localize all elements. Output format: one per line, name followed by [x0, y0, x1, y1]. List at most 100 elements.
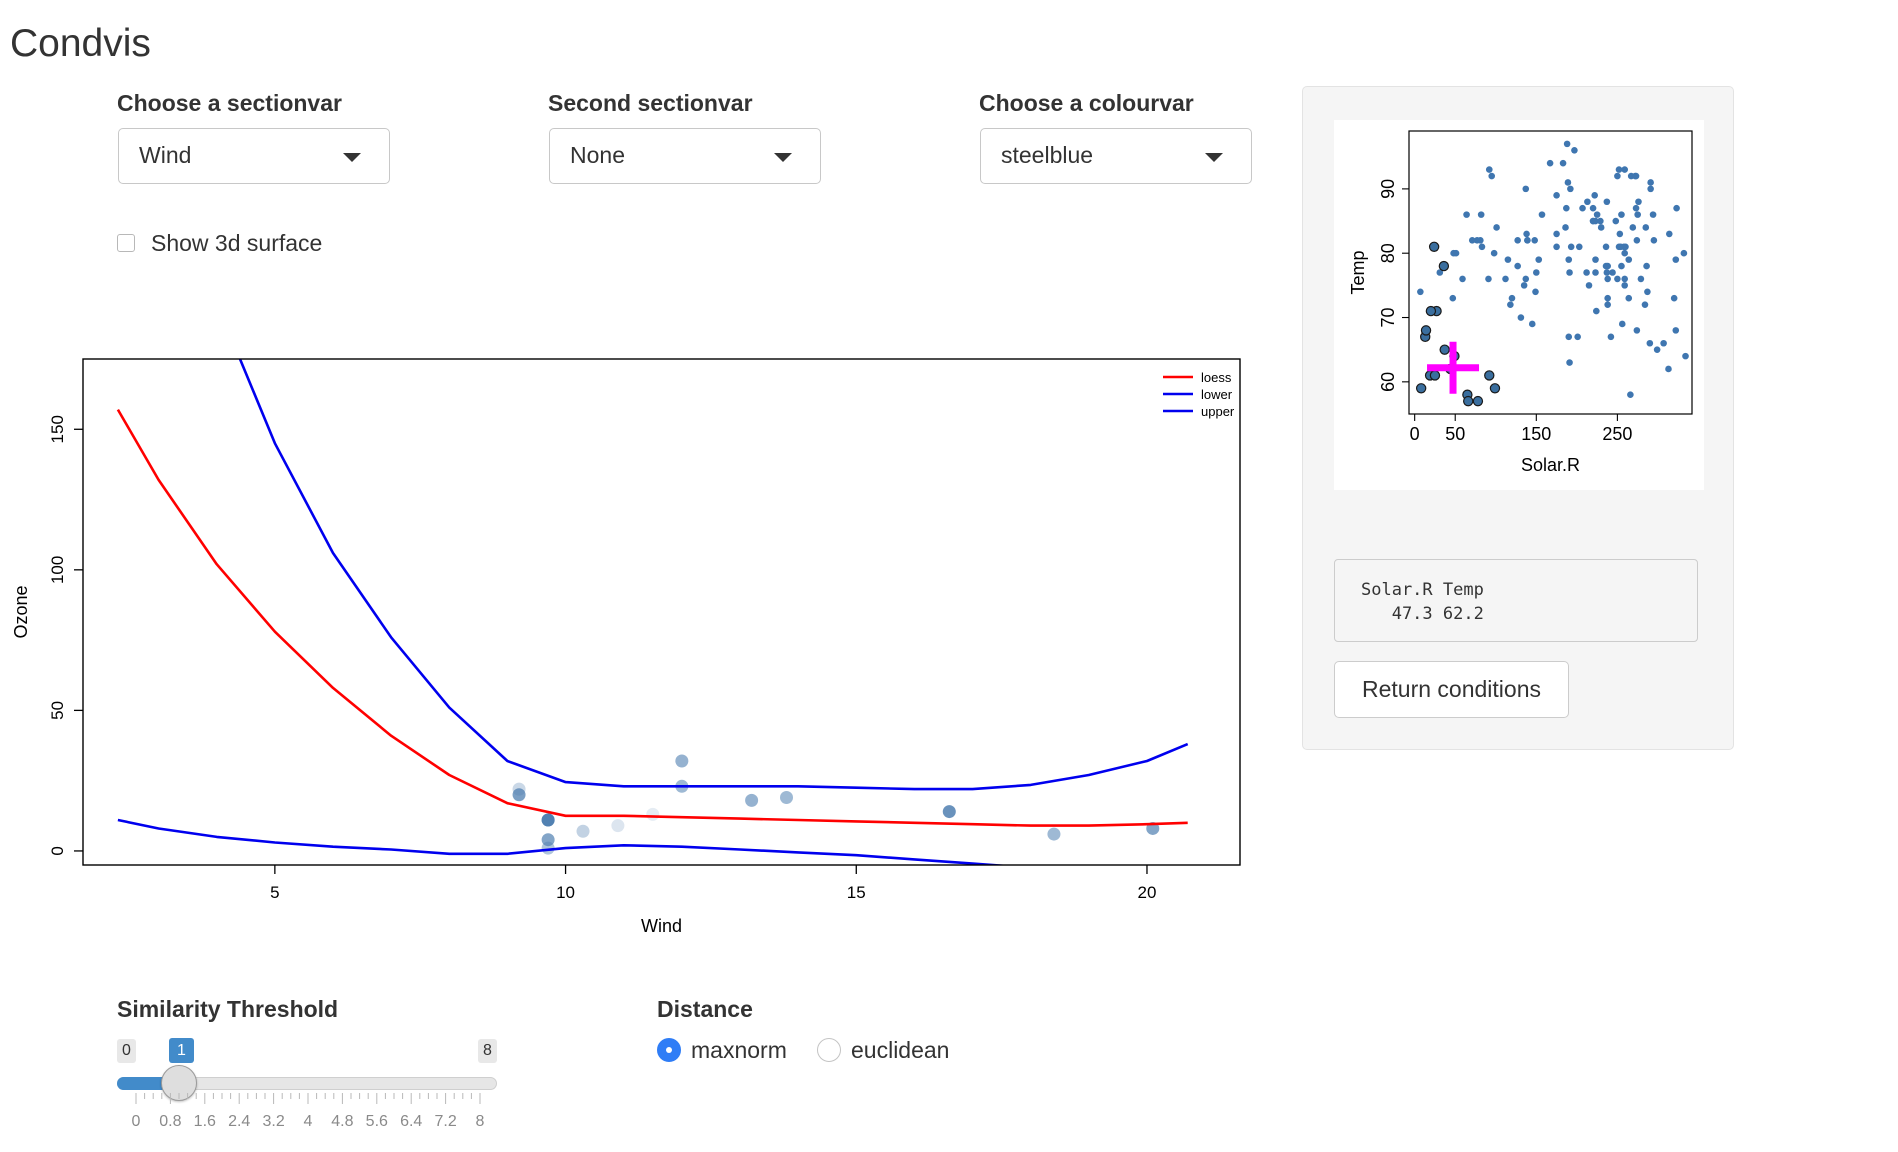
data-point	[1643, 262, 1650, 270]
legend-label-upper: upper	[1201, 404, 1235, 419]
data-point	[1473, 237, 1481, 244]
sectionvar-value: Wind	[139, 142, 192, 168]
data-point	[1468, 237, 1476, 244]
slider-max-label: 8	[478, 1039, 497, 1063]
data-point	[1538, 211, 1546, 218]
distance-label: Distance	[657, 996, 753, 1022]
data-point	[1670, 294, 1678, 302]
near-point	[1472, 395, 1484, 407]
slider-grid-label: 8	[476, 1113, 485, 1130]
data-point	[1612, 217, 1620, 225]
data-point	[1673, 204, 1680, 212]
radio-maxnorm-circle[interactable]	[657, 1038, 681, 1062]
data-point	[1449, 294, 1457, 302]
upper-curve	[238, 359, 1189, 791]
data-point	[1621, 166, 1628, 173]
near-point	[1425, 305, 1437, 317]
data-point	[1563, 204, 1570, 212]
data-point	[1589, 204, 1597, 212]
slider-grid-label: 3.2	[262, 1113, 284, 1130]
sectionvar2-value: None	[570, 142, 625, 168]
x-axis-label: Wind	[641, 916, 682, 936]
data-point	[1507, 301, 1514, 308]
return-conditions-button[interactable]: Return conditions	[1334, 661, 1569, 718]
data-point	[1553, 243, 1560, 251]
near-point	[1484, 370, 1495, 381]
data-point	[1593, 307, 1600, 315]
data-point	[1490, 249, 1498, 257]
condition-coordinates: Solar.R Temp 47.3 62.2	[1334, 559, 1698, 642]
data-point	[1604, 294, 1611, 302]
data-point	[1647, 179, 1654, 186]
colourvar-select[interactable]: steelblue	[980, 128, 1252, 184]
data-point	[1463, 211, 1470, 218]
show3d-checkbox[interactable]	[117, 234, 135, 252]
data-point	[1485, 166, 1493, 173]
data-point	[1583, 269, 1590, 276]
data-point	[1614, 275, 1621, 283]
data-point	[1592, 269, 1599, 276]
data-point	[1621, 249, 1628, 257]
y-tick-label: 0	[48, 846, 67, 855]
radio-euclidean-label: euclidean	[851, 1037, 950, 1063]
data-point	[1618, 320, 1626, 328]
data-point	[1602, 243, 1610, 251]
data-point	[1650, 237, 1658, 244]
data-point	[1641, 301, 1649, 308]
observation-point	[611, 819, 625, 833]
data-point	[1617, 243, 1624, 251]
observation-point	[541, 833, 555, 847]
data-point	[1649, 211, 1657, 218]
near-point	[1420, 325, 1432, 336]
slider-grid-label: 7.2	[434, 1113, 456, 1130]
loess-curve	[116, 408, 1188, 827]
data-point	[1564, 179, 1572, 186]
x-tick-label: 20	[1138, 883, 1157, 902]
data-point	[1637, 275, 1645, 283]
x-tick-label: 10	[556, 883, 575, 902]
x-tick-label: 5	[270, 883, 279, 902]
data-point	[1452, 249, 1460, 257]
sectionvar-select[interactable]: Wind	[118, 128, 390, 184]
slider-grid-label: 2.4	[228, 1113, 250, 1130]
data-point	[1522, 185, 1530, 193]
section-plot[interactable]: 5 10 15 20 0 50 100 150 Wind Ozone loess lower uppe…	[0, 340, 1260, 970]
sectionvar2-select[interactable]: None	[549, 128, 821, 184]
data-point	[1592, 256, 1599, 263]
data-point	[1565, 333, 1573, 341]
data-point	[1520, 282, 1528, 289]
mini-x-tick-label: 150	[1521, 424, 1551, 444]
condition-selector-svg[interactable]: 0 50 150 250 60 70 80 90 Solar.R Temp	[1334, 120, 1704, 490]
coords-header: Solar.R Temp	[1361, 580, 1484, 600]
mini-x-tick-label: 0	[1410, 424, 1420, 444]
data-point	[1493, 224, 1500, 231]
mini-y-tick-label: 70	[1378, 308, 1398, 328]
radio-euclidean-circle[interactable]	[817, 1038, 841, 1062]
data-point	[1488, 172, 1496, 180]
data-point	[1417, 288, 1424, 296]
data-point	[1528, 320, 1536, 328]
plot-frame	[82, 358, 1241, 866]
near-point	[1489, 383, 1501, 394]
data-point	[1485, 275, 1492, 283]
similarity-slider-handle[interactable]	[161, 1065, 197, 1101]
data-point	[1436, 269, 1444, 276]
condition-selector-plot[interactable]: 0 50 150 250 60 70 80 90 Solar.R Temp	[1334, 120, 1704, 490]
coords-values: 47.3 62.2	[1361, 604, 1484, 624]
data-point	[1532, 288, 1539, 296]
data-point	[1559, 159, 1567, 167]
data-point	[1502, 275, 1509, 283]
data-point	[1531, 237, 1538, 244]
data-point	[1593, 211, 1601, 218]
data-point	[1615, 166, 1623, 173]
near-point	[1429, 370, 1441, 381]
data-point	[1621, 282, 1628, 289]
data-point	[1478, 243, 1486, 251]
mini-x-tick-label: 50	[1445, 424, 1465, 444]
observation-point	[512, 782, 526, 796]
legend-label-loess: loess	[1201, 370, 1232, 385]
data-point	[1517, 314, 1525, 321]
data-point	[1584, 198, 1591, 206]
data-point	[1609, 269, 1616, 276]
slider-grid-label: 0.8	[159, 1113, 181, 1130]
